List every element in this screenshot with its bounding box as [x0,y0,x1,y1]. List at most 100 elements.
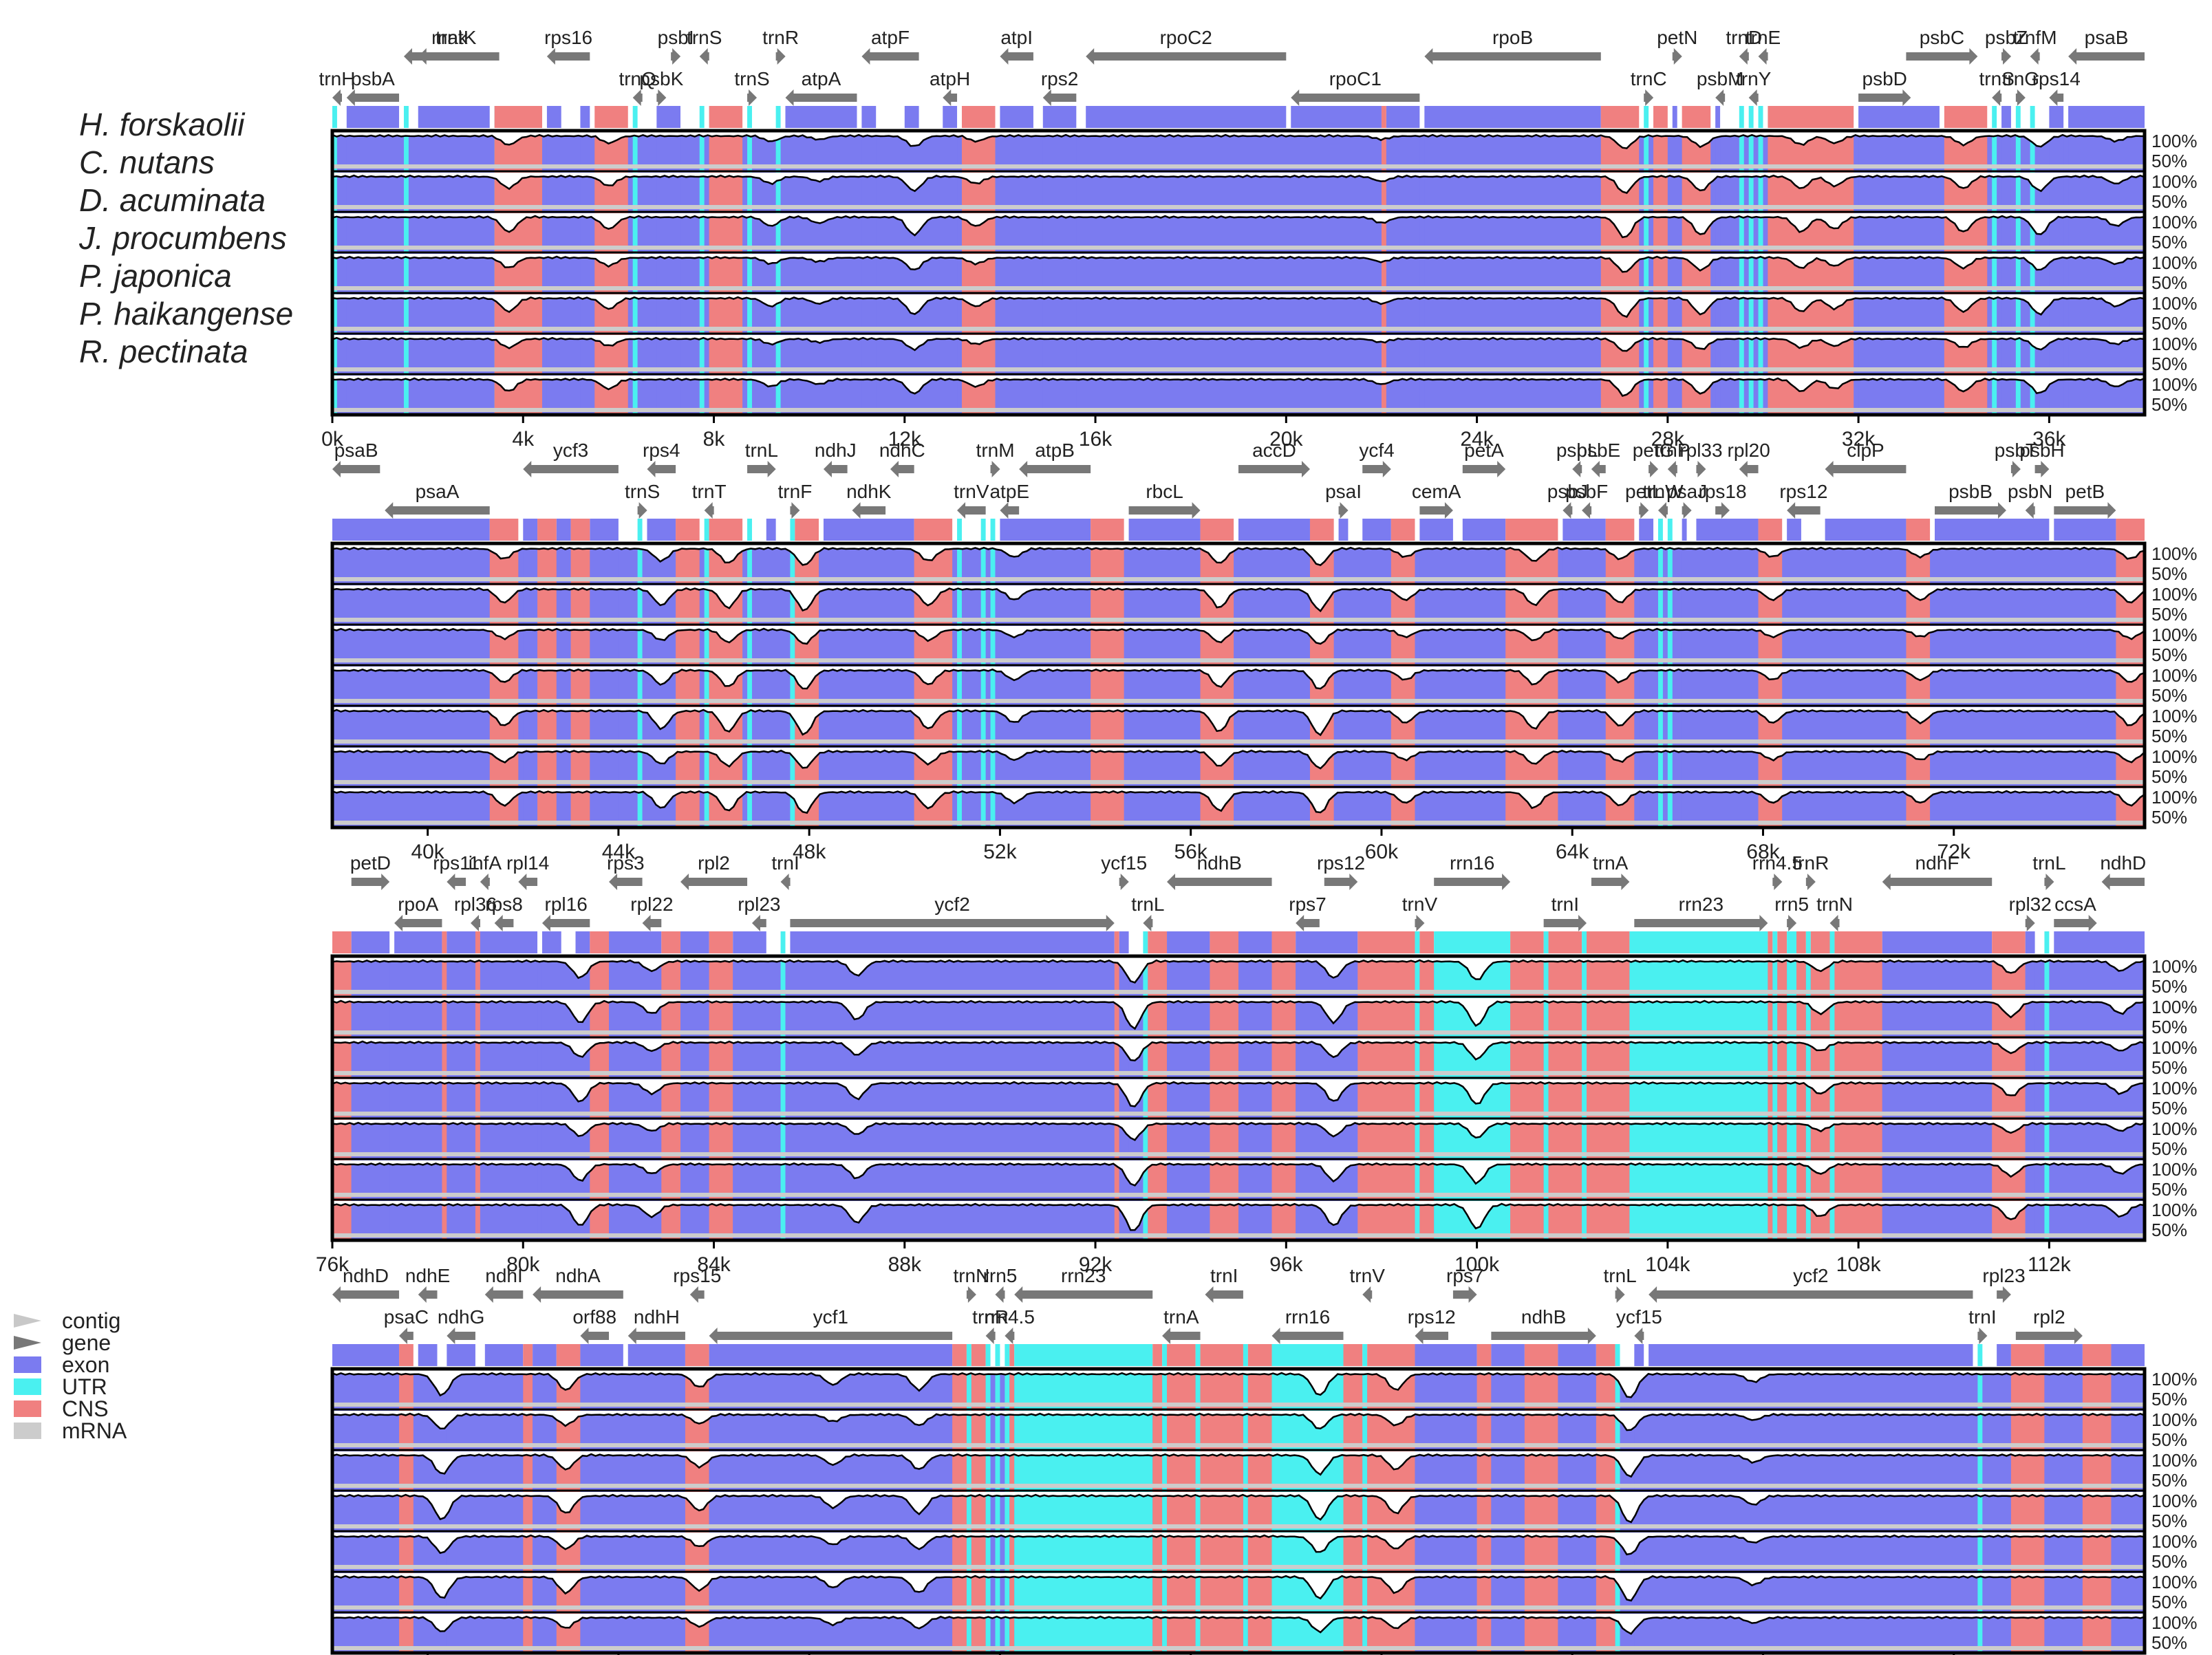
annotation-CNS [2116,519,2145,541]
annotation-UTR [2030,106,2035,128]
gene-arrow-orf88 [580,1328,610,1344]
annotation-CNS [1777,931,1787,953]
gene-label-rpl2: rpl2 [2033,1306,2065,1328]
legend-label-mRNA: mRNA [62,1418,127,1443]
x-tick-label: 24k [1460,428,1494,451]
annotation-UTR [1992,106,1997,128]
gene-arrow-rps12 [1787,502,1821,519]
annotation-exon [1128,519,1201,541]
segment-CNS [442,956,447,1240]
gene-arrow-trnT [704,502,714,519]
gene-label-atpF: atpF [871,27,910,48]
mrna-track [332,990,2145,994]
annotation-exon [785,106,857,128]
gene-arrow-trnP [1667,461,1677,477]
gene-label-psbJ: psbJ [1547,481,1588,502]
gene-arrow-ndhD [2101,874,2145,890]
gene-label-ndhB: ndhB [1521,1306,1566,1328]
mrna-track [332,327,2145,331]
annotation-UTR [780,931,786,953]
annotation-CNS [556,1344,581,1366]
panel-4: 100%50%100%50%100%50%100%50%100%50%100%5… [330,1265,2198,1655]
gene-label-rrn23: rrn23 [1679,894,1724,915]
gene-label-ycf2: ycf2 [1793,1265,1828,1286]
mrna-track [332,408,2145,412]
annotation-exon [1119,931,1129,953]
identity-label-100: 100% [2151,374,2198,395]
segment-exon [2025,956,2035,1240]
identity-label-50: 50% [2151,976,2187,997]
segment-UTR [1582,956,1587,1240]
gene-label-trnL: trnL [2032,852,2065,874]
segment-UTR [1805,956,1811,1240]
identity-label-100: 100% [2151,787,2198,808]
gene-arrow-psbT [2010,461,2021,477]
gene-label-rpl23: rpl23 [1982,1265,2025,1286]
x-tick-label: 8k [703,428,726,451]
gene-label-ndhE: ndhE [405,1265,450,1286]
gene-arrow-petA [1462,461,1506,477]
gene-label-trnV: trnV [1402,894,1438,915]
gene-label-ndhK: ndhK [846,481,892,502]
annotation-CNS [971,1344,986,1366]
segment-UTR [1543,956,1549,1240]
segment-exon [1715,131,1721,415]
gene-label-atpA: atpA [802,68,841,89]
segment-UTR [780,956,786,1240]
x-tick-label: 76k [316,1253,350,1276]
mrna-track [332,367,2145,371]
gene-label-rps2: rps2 [1041,68,1078,89]
gene-arrow-ccsA [2054,915,2097,931]
annotation-UTR [1543,931,1549,953]
annotation-exon [1338,519,1349,541]
gene-arrow-trnR [775,48,786,65]
identity-label-50: 50% [2151,232,2187,252]
gene-label-petB: petB [2065,481,2105,502]
mrna-track [332,1152,2145,1156]
x-tick-label: 96k [1269,1253,1303,1276]
identity-gap-fill [332,545,2145,565]
mrna-track [332,780,2145,784]
annotation-UTR [1143,931,1148,953]
gene-label-accD: accD [1252,440,1296,461]
gene-arrow-rrn23 [1634,915,1768,931]
gene-label-petA: petA [1464,440,1504,461]
gene-label-matK: matK [431,27,477,48]
annotation-exon [2111,1344,2145,1366]
segment-exon [1682,543,1687,828]
annotation-CNS [570,519,590,541]
annotation-CNS [1381,106,1386,128]
gene-arrow-trnL [1615,1286,1625,1303]
mrna-track [332,286,2145,290]
annotation-CNS [1653,106,1668,128]
annotation-CNS [685,1344,709,1366]
gene-label-trnG: trnG [2002,68,2039,89]
identity-label-50: 50% [2151,563,2187,584]
identity-curve [332,668,2145,690]
gene-arrow-trnR [1805,874,1816,890]
mrna-track [332,1071,2145,1075]
annotation-CNS [1944,106,1988,128]
segment-exon [861,131,877,415]
identity-curve [332,959,2145,984]
annotation-exon [1558,1344,1596,1366]
annotation-CNS [661,931,681,953]
segment-UTR [747,543,752,828]
segment-UTR [332,131,337,415]
annotation-exon [1696,519,1759,541]
gene-arrow-trnS [699,48,709,65]
segment-exon [556,543,571,828]
annotation-exon [2025,931,2035,953]
identity-label-50: 50% [2151,1389,2187,1409]
segment-CNS [399,1369,414,1653]
gene-arrow-atpH [943,89,958,106]
gene-arrow-atpE [1000,502,1020,519]
gene-arrow-rrn5 [1787,915,1797,931]
mrna-track [332,205,2145,209]
gene-arrow-trnI [1543,915,1587,931]
annotation-UTR [1434,931,1511,953]
mrna-track [332,1403,2145,1407]
annotation-exon [575,931,590,953]
annotation-exon [351,931,390,953]
identity-label-50: 50% [2151,685,2187,706]
